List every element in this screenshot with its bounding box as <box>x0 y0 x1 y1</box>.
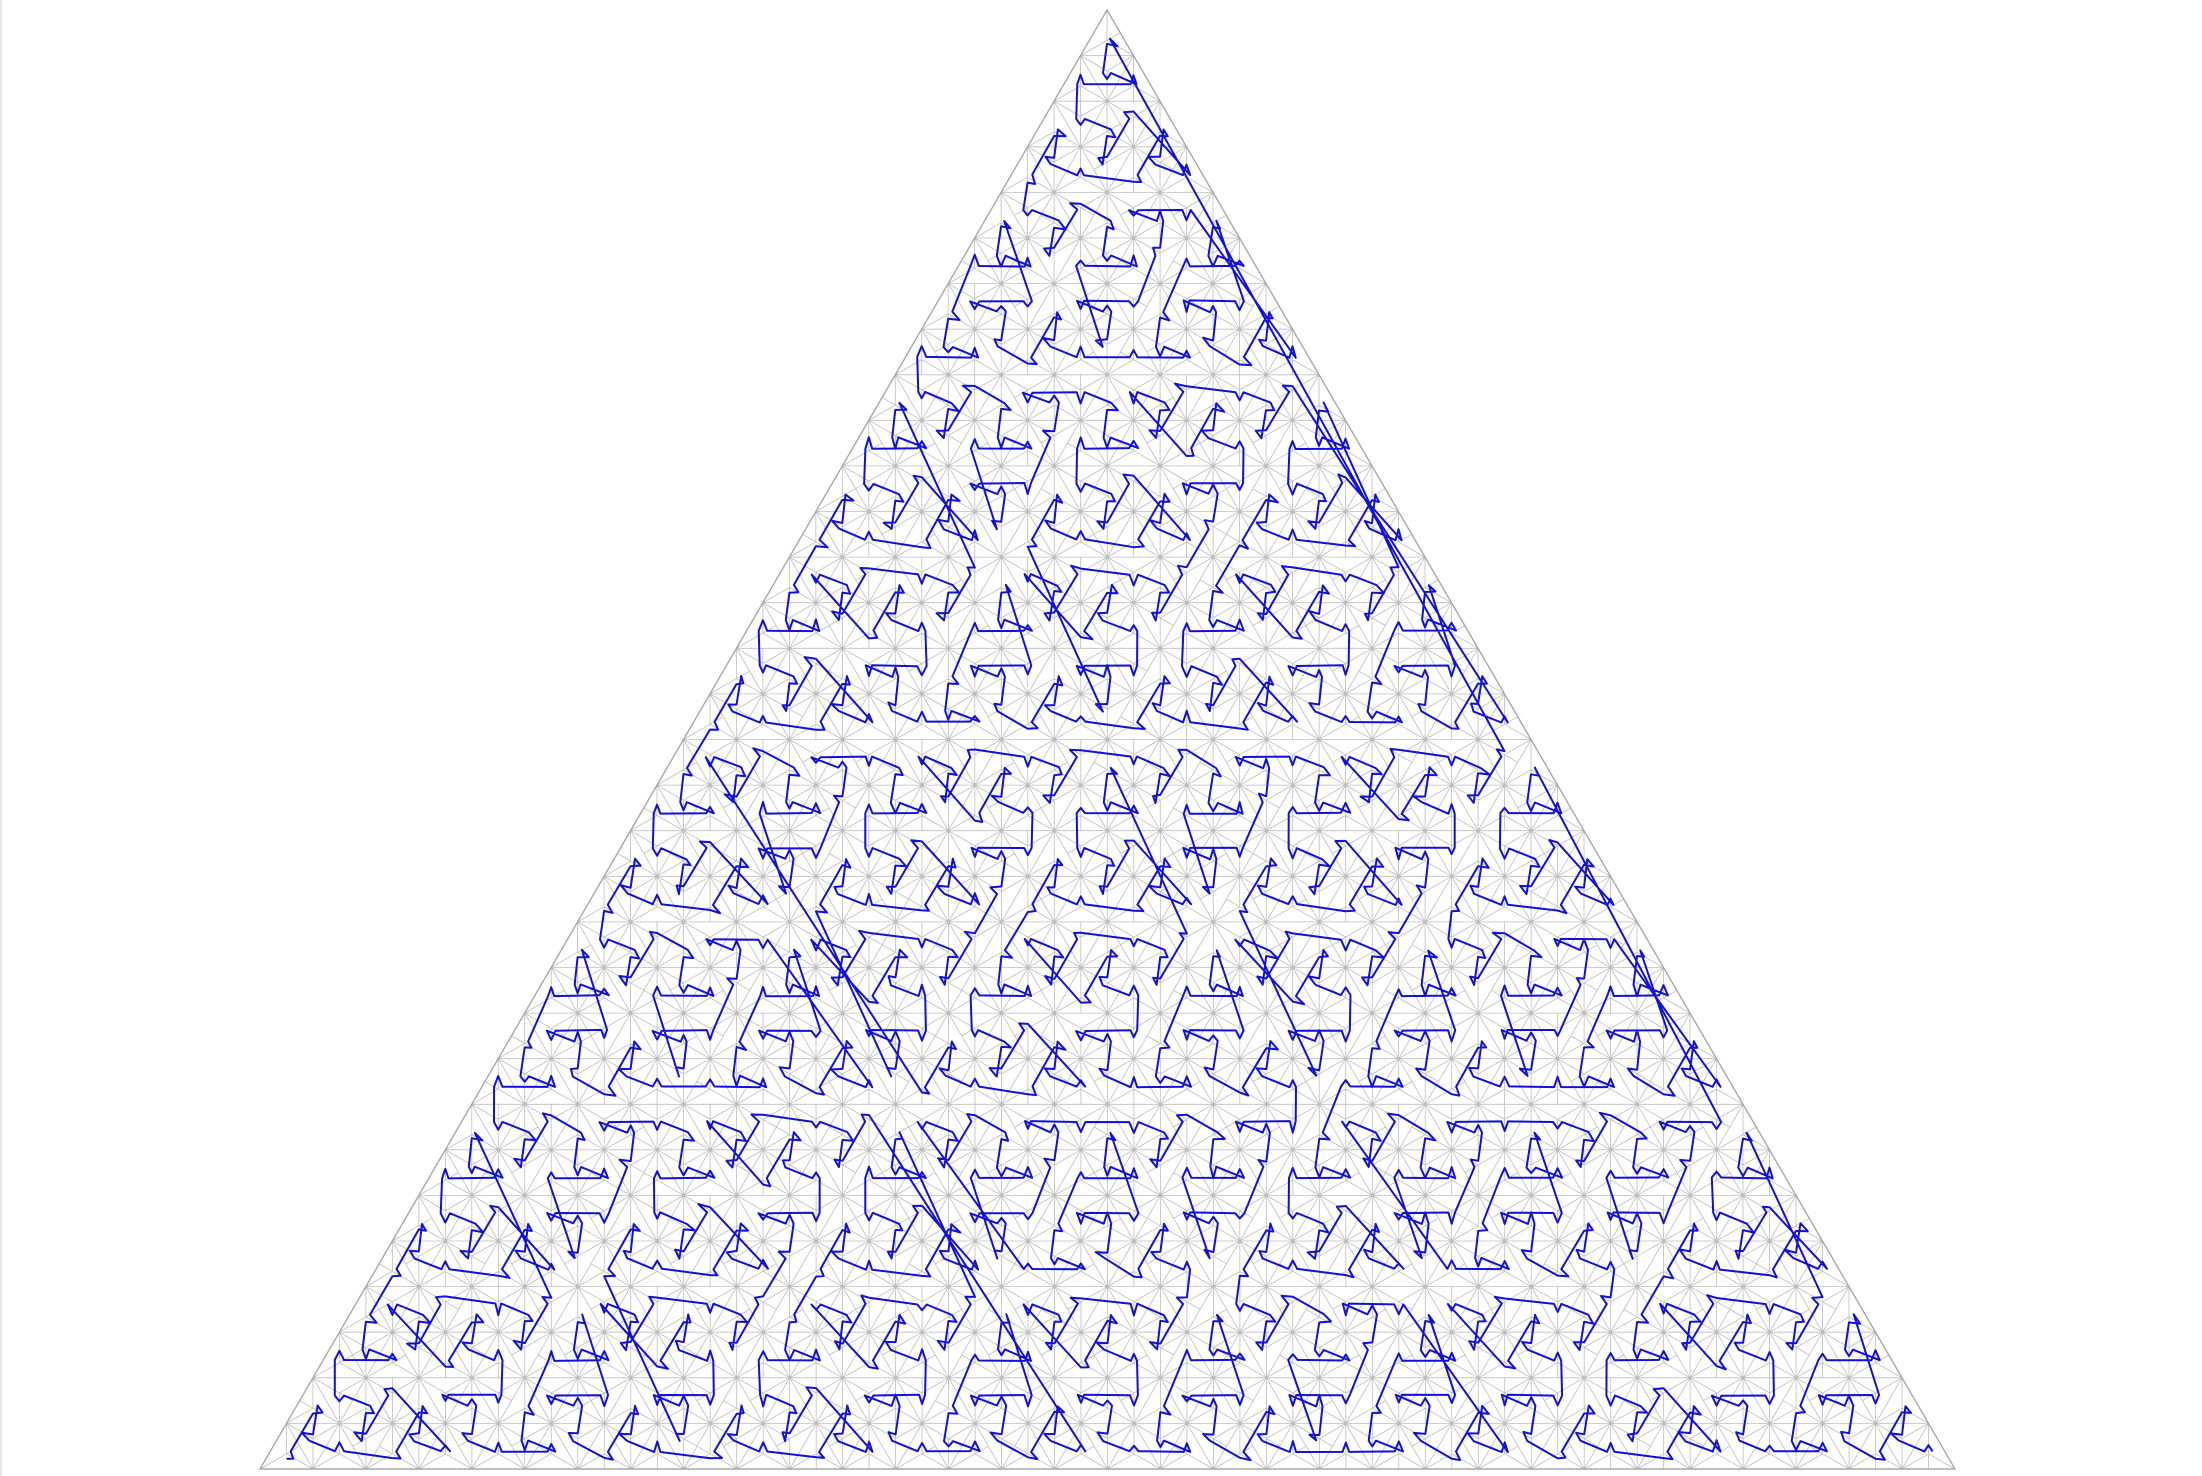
triangle-outline <box>258 8 1957 1470</box>
triangle-grid <box>259 9 1956 1470</box>
frame-edge <box>0 0 2 1476</box>
curve-path <box>286 37 1934 1462</box>
space-filling-curve <box>286 37 1934 1462</box>
grid-lines <box>259 9 1956 1470</box>
